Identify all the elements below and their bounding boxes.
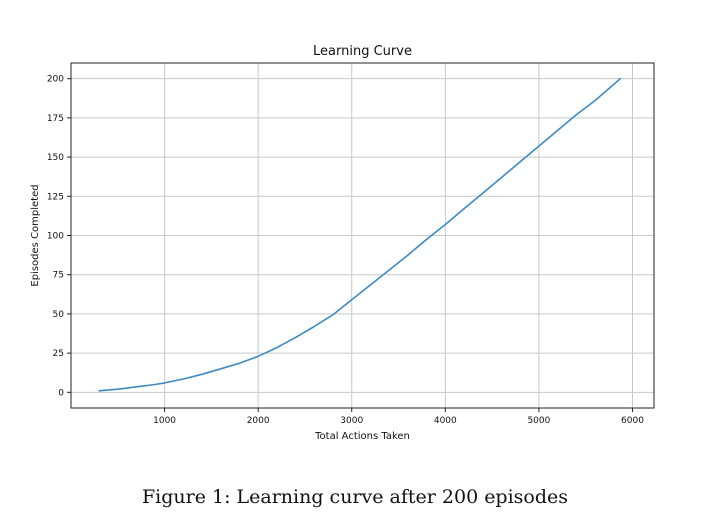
series-layer bbox=[98, 77, 622, 392]
y-tick-label: 100 bbox=[47, 232, 64, 242]
axis-ticks: 1000 2000 3000 4000 5000 6000 0 25 50 75 100 125 150… bbox=[47, 75, 644, 426]
x-tick-label: 5000 bbox=[527, 416, 550, 426]
line-chart: 1000 2000 3000 4000 5000 6000 0 25 50 75 100 125 150… bbox=[30, 44, 655, 442]
x-tick-label: 3000 bbox=[340, 416, 363, 426]
y-tick-label: 175 bbox=[47, 114, 64, 124]
y-tick-label: 0 bbox=[58, 388, 64, 398]
y-tick-label: 200 bbox=[47, 75, 64, 85]
x-tick-label: 2000 bbox=[247, 416, 270, 426]
x-axis-label: Total Actions Taken bbox=[314, 431, 410, 442]
chart-title: Learning Curve bbox=[313, 44, 412, 59]
y-tick-label: 125 bbox=[47, 192, 64, 202]
y-tick-label: 25 bbox=[53, 349, 64, 359]
y-tick-label: 75 bbox=[53, 271, 64, 281]
figure-caption: Figure 1: Learning curve after 200 episo… bbox=[141, 486, 569, 508]
x-tick-label: 1000 bbox=[153, 416, 176, 426]
x-tick-label: 4000 bbox=[434, 416, 457, 426]
y-axis-label: Episodes Completed bbox=[30, 184, 41, 286]
x-tick-label: 6000 bbox=[621, 416, 644, 426]
series-line bbox=[98, 77, 622, 392]
y-tick-label: 150 bbox=[47, 153, 64, 163]
grid-lines bbox=[71, 63, 654, 408]
y-tick-label: 50 bbox=[53, 310, 65, 320]
